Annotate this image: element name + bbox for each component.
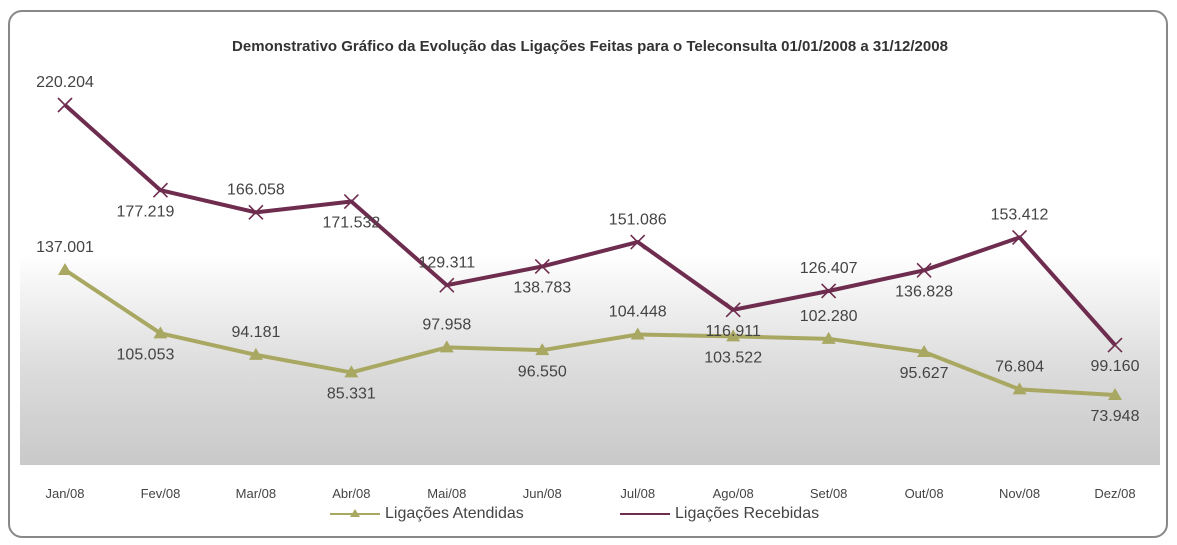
legend-label: Ligações Recebidas (675, 505, 819, 522)
x-tick-label: Out/08 (905, 486, 944, 501)
x-tick-label: Jun/08 (523, 486, 562, 501)
marker (153, 326, 168, 339)
data-label: 137.001 (36, 239, 94, 256)
data-label: 116.911 (705, 323, 761, 340)
data-label: 171.532 (322, 215, 380, 232)
data-label: 97.958 (422, 317, 471, 334)
data-label: 95.627 (900, 365, 949, 382)
data-label: 126.407 (800, 260, 858, 277)
marker (1011, 229, 1028, 246)
marker (1108, 388, 1122, 400)
marker (439, 277, 455, 293)
marker (916, 262, 932, 278)
marker (439, 340, 454, 353)
marker (57, 97, 73, 113)
marker (630, 234, 646, 250)
data-label: 138.783 (513, 280, 571, 297)
x-tick-label: Dez/08 (1094, 486, 1135, 501)
x-tick-label: Jan/08 (45, 486, 84, 501)
marker (726, 329, 741, 342)
data-label: 136.828 (895, 284, 953, 301)
data-label: 177.219 (117, 203, 175, 220)
data-label: 220.204 (36, 74, 94, 91)
x-tick-label: Ago/08 (713, 486, 754, 501)
chart-frame (8, 10, 1168, 538)
marker (821, 331, 836, 344)
data-label: 102.280 (800, 308, 858, 325)
marker (248, 204, 264, 220)
marker (534, 258, 550, 275)
data-label: 153.412 (991, 207, 1049, 224)
marker (344, 365, 359, 378)
legend-label: Ligações Atendidas (385, 505, 524, 522)
marker (1107, 337, 1123, 353)
x-tick-label: Abr/08 (332, 486, 370, 501)
x-tick-label: Set/08 (810, 486, 848, 501)
marker (917, 345, 932, 358)
marker (535, 343, 550, 356)
data-label: 166.058 (227, 182, 285, 199)
marker (630, 327, 645, 340)
x-tick-label: Mar/08 (236, 486, 276, 501)
data-label: 104.448 (609, 304, 667, 321)
x-tick-label: Jul/08 (620, 486, 655, 501)
data-label: 96.550 (518, 363, 567, 380)
marker (821, 283, 837, 299)
marker (1012, 382, 1027, 395)
data-label: 99.160 (1091, 358, 1140, 375)
data-label: 129.311 (418, 254, 475, 271)
data-label: 105.053 (117, 347, 175, 364)
x-tick-label: Nov/08 (999, 486, 1040, 501)
marker (248, 347, 263, 360)
x-tick-label: Mai/08 (427, 486, 466, 501)
series-line (63, 103, 1117, 347)
marker (152, 182, 169, 198)
chart-title: Demonstrativo Gráfico da Evolução das Li… (232, 38, 948, 55)
x-tick-label: Fev/08 (141, 486, 181, 501)
data-label: 73.948 (1091, 408, 1140, 425)
data-label: 85.331 (327, 386, 376, 403)
legend-marker (350, 509, 360, 517)
data-label: 76.804 (995, 359, 1044, 376)
series-line (63, 268, 1116, 397)
marker (725, 302, 741, 318)
data-label: 94.181 (231, 324, 280, 341)
plot-background (20, 80, 1160, 465)
data-label: 103.522 (704, 350, 762, 367)
marker (58, 262, 72, 275)
data-label: 151.086 (609, 211, 667, 228)
marker (343, 193, 359, 210)
